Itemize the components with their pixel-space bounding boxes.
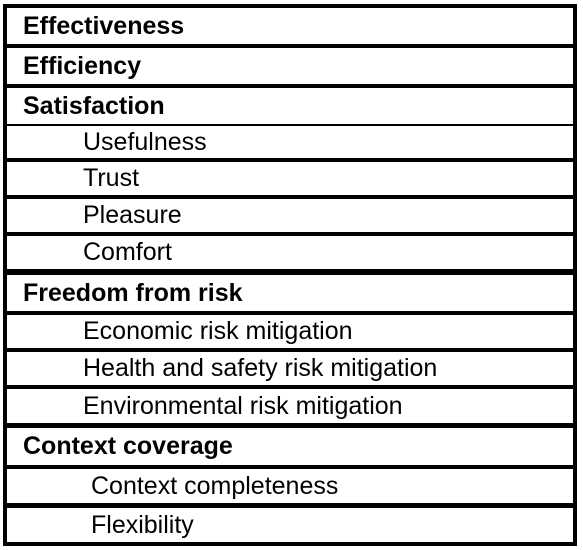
table-row-satisfaction: Satisfaction <box>7 88 573 124</box>
table-row-health-safety-risk: Health and safety risk mitigation <box>7 352 573 385</box>
table-row-effectiveness: Effectiveness <box>7 8 573 44</box>
table-row-pleasure: Pleasure <box>7 199 573 232</box>
table-row-trust: Trust <box>7 162 573 195</box>
table-row-context-coverage: Context coverage <box>7 428 573 465</box>
table-row-efficiency: Efficiency <box>7 48 573 84</box>
table-row-freedom-from-risk: Freedom from risk <box>7 275 573 311</box>
table-row-flexibility: Flexibility <box>7 508 573 542</box>
table-row-environmental-risk: Environmental risk mitigation <box>7 389 573 423</box>
table-row-comfort: Comfort <box>7 236 573 269</box>
quality-in-use-table: Effectiveness Efficiency Satisfaction Us… <box>3 4 577 546</box>
table-row-usefulness: Usefulness <box>7 126 573 158</box>
table-row-context-completeness: Context completeness <box>7 469 573 503</box>
table-row-economic-risk: Economic risk mitigation <box>7 315 573 348</box>
